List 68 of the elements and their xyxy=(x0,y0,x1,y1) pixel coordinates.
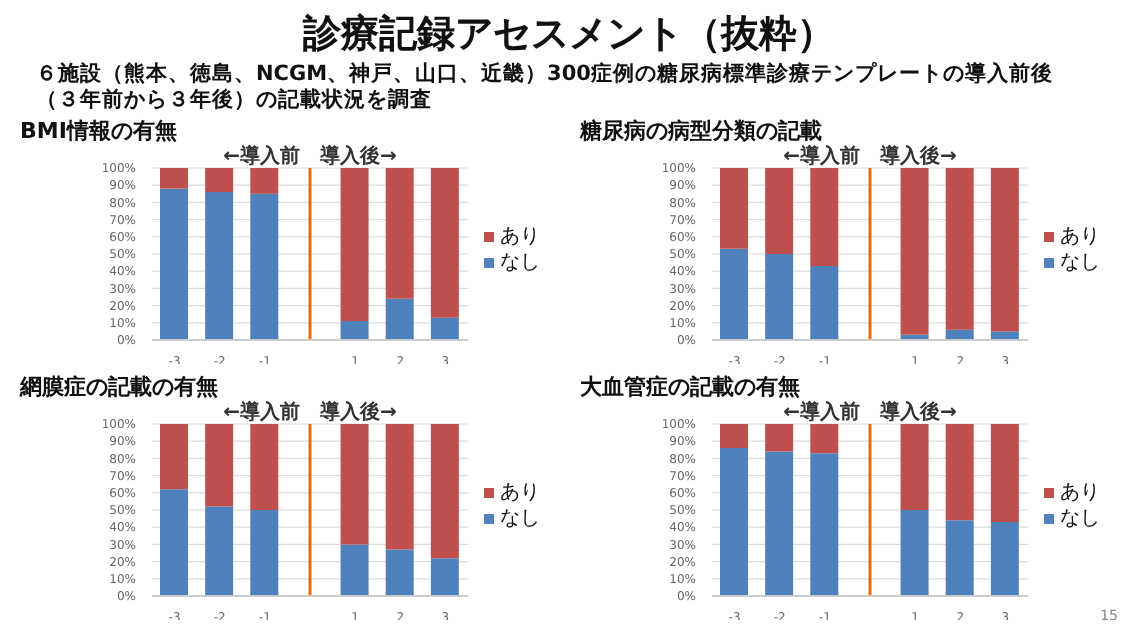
bar xyxy=(945,168,974,330)
bar xyxy=(430,424,459,559)
bar xyxy=(430,168,459,318)
bar xyxy=(340,168,369,322)
bar xyxy=(250,510,279,596)
bar xyxy=(250,168,279,194)
legend-label: あり xyxy=(1058,480,1100,506)
bar xyxy=(205,168,234,193)
legend-label: なし xyxy=(498,506,540,532)
bar xyxy=(160,424,188,490)
bar xyxy=(430,317,459,340)
bar xyxy=(810,424,839,454)
bar xyxy=(160,188,188,340)
bar xyxy=(765,168,794,254)
bar xyxy=(385,549,414,596)
bar xyxy=(810,266,839,340)
bar xyxy=(990,331,1019,340)
bar xyxy=(720,424,748,449)
chart-title: BMI情報の有無 xyxy=(20,116,177,146)
bar xyxy=(250,424,279,510)
annotation: 導入後→ xyxy=(318,144,397,168)
chart-title: 網膜症の記載の有無 xyxy=(20,372,218,402)
bar xyxy=(340,544,369,596)
bar xyxy=(720,168,748,249)
bar xyxy=(250,193,279,340)
legend-label: あり xyxy=(1058,224,1100,250)
bar xyxy=(900,424,929,510)
bar xyxy=(160,489,188,596)
bar xyxy=(385,298,414,340)
bar xyxy=(810,168,839,267)
annotation: 導入後→ xyxy=(878,144,957,168)
legend-label: なし xyxy=(498,250,540,276)
legend-label: なし xyxy=(1058,250,1100,276)
annotation: ←導入前 xyxy=(783,144,860,168)
bar xyxy=(205,506,234,596)
bar xyxy=(430,558,459,596)
bar xyxy=(990,424,1019,523)
bar xyxy=(340,424,369,545)
annotation: ←導入前 xyxy=(223,400,300,424)
text: 診療記録アセスメント（抜粋） xyxy=(300,10,837,60)
bar xyxy=(900,510,929,596)
bar xyxy=(205,192,234,340)
bar xyxy=(720,448,748,596)
bar xyxy=(385,168,414,299)
legend-label: なし xyxy=(1058,506,1100,532)
bar xyxy=(945,424,974,521)
bar xyxy=(160,168,188,189)
bar xyxy=(810,453,839,596)
bar xyxy=(765,451,794,596)
legend-label: あり xyxy=(498,224,540,250)
bar xyxy=(385,424,414,550)
bar xyxy=(990,522,1019,596)
bar xyxy=(720,248,748,340)
bar xyxy=(765,424,794,452)
chart-title: 糖尿病の病型分類の記載 xyxy=(580,116,822,144)
annotation: ←導入前 xyxy=(223,144,300,168)
bar xyxy=(340,321,369,340)
legend-label: あり xyxy=(498,480,540,506)
bar xyxy=(990,168,1019,332)
annotation: 導入後→ xyxy=(878,400,957,424)
annotation: 導入後→ xyxy=(318,400,397,424)
chart-title: 大血管症の記載の有無 xyxy=(580,372,800,400)
bar xyxy=(205,424,234,507)
text: ６施設（熊本、徳島、NCGM、神戸、山口、近畿）300症例の糖尿病標準診療テンプレートの導入前後（３年前から３年後）の記載状況を調査 xyxy=(36,62,1055,114)
annotation: ←導入前 xyxy=(783,400,860,424)
bar xyxy=(900,168,929,335)
bar xyxy=(945,520,974,596)
bar xyxy=(765,254,794,340)
